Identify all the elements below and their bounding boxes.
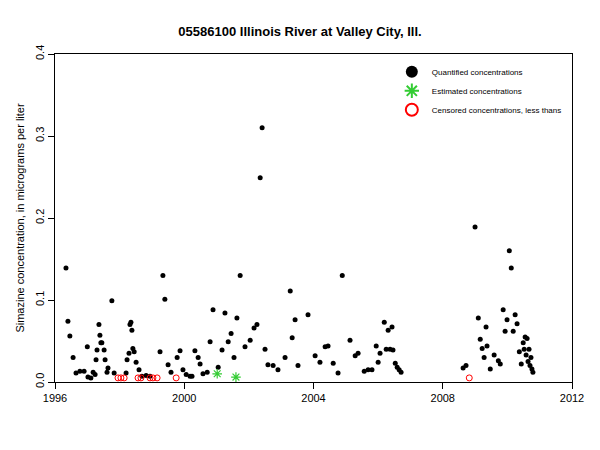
svg-text:0.0: 0.0	[34, 373, 46, 388]
svg-text:2012: 2012	[560, 392, 584, 404]
svg-text:Censored concentrations, less: Censored concentrations, less thans	[432, 106, 561, 115]
svg-text:2008: 2008	[431, 392, 455, 404]
svg-text:0.2: 0.2	[34, 209, 46, 224]
svg-text:Estimated concentrations: Estimated concentrations	[432, 87, 522, 96]
svg-text:1996: 1996	[43, 392, 67, 404]
svg-text:Quantified concentrations: Quantified concentrations	[432, 68, 523, 77]
svg-text:2000: 2000	[172, 392, 196, 404]
svg-text:0.4: 0.4	[34, 45, 46, 60]
svg-text:05586100 Illinois River at Val: 05586100 Illinois River at Valley City, …	[178, 24, 421, 39]
svg-text:Simazine concentration, in mic: Simazine concentration, in micrograms pe…	[14, 103, 26, 333]
svg-text:0.3: 0.3	[34, 127, 46, 142]
svg-text:0.1: 0.1	[34, 291, 46, 306]
svg-text:2004: 2004	[301, 392, 325, 404]
